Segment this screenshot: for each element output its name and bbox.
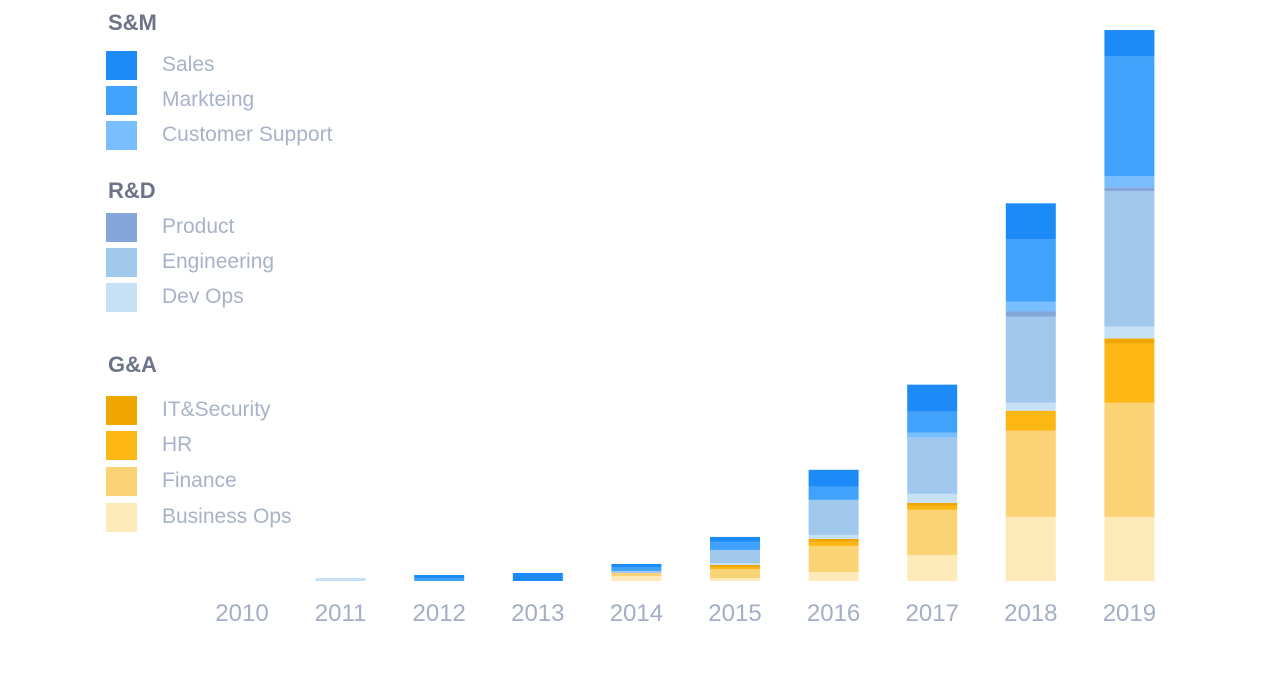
bar-it-security-2019 [1104,338,1155,344]
legend-swatch [106,213,137,242]
bar-business-ops-2014 [611,575,662,581]
legend-swatch [106,86,137,115]
bar-hr-2015 [710,566,760,569]
legend-label: Dev Ops [162,285,244,308]
x-tick-2010: 2010 [215,600,268,627]
legend-swatch [106,121,137,150]
bar-customer-support-2017 [907,432,958,438]
bar-dev-ops-2011 [315,577,366,581]
bar-markteing-2018 [1005,239,1056,302]
bar-engineering-2018 [1005,316,1056,403]
bar-hr-2018 [1005,410,1056,431]
bar-it-security-2017 [907,502,958,506]
legend-swatch [106,431,137,460]
x-axis-ticks: 2010 2011 2012 2013 2014 2015 2016 2017 2018 2019 [215,600,1156,627]
x-tick-2018: 2018 [1004,600,1057,627]
bar-dev-ops-2015 [710,562,760,565]
bar-markteing-2017 [907,411,958,433]
legend-label: Markteing [162,88,255,111]
bar-markteing-2014 [611,566,662,571]
legend-swatch [106,396,137,425]
bar-it-security-2015 [710,564,760,567]
legend-group-title: R&D [108,178,156,203]
bar-markteing-2015 [710,541,760,550]
legend-label: IT&Security [162,398,271,421]
bar-finance-2018 [1005,430,1056,517]
bar-business-ops-2017 [907,554,958,581]
legend-group-title: G&A [108,352,157,377]
bar-customer-support-2019 [1104,176,1155,188]
bar-engineering-2016 [808,499,859,535]
legend-label: Finance [162,469,237,492]
bar-sales-2014 [611,563,662,567]
bars-layer [315,30,1155,581]
bar-business-ops-2019 [1104,516,1155,581]
x-tick-2011: 2011 [315,600,367,627]
bar-business-ops-2015 [710,577,760,581]
x-tick-2013: 2013 [511,600,564,627]
bar-finance-2014 [611,572,662,576]
bar-markteing-2016 [808,486,859,500]
bar-sales-2019 [1104,30,1155,57]
legend-label: Sales [162,53,215,76]
bar-engineering-2017 [907,437,958,494]
bar-engineering-2015 [710,549,760,563]
legend-label: Product [162,215,235,238]
x-tick-2012: 2012 [413,600,466,627]
bar-finance-2016 [808,545,859,572]
x-tick-2016: 2016 [807,600,860,627]
bar-engineering-2014 [611,570,662,573]
bar-markteing-2012 [414,577,465,581]
legend-swatch [106,51,137,80]
legend-swatch [106,467,137,496]
bar-dev-ops-2016 [808,534,859,539]
legend-swatch [106,248,137,277]
bar-sales-2013 [512,572,563,581]
legend-label: Engineering [162,250,275,273]
bar-finance-2019 [1104,402,1155,517]
bar-product-2019 [1104,187,1155,192]
bar-markteing-2019 [1104,56,1155,177]
bar-finance-2017 [907,509,958,555]
bar-customer-support-2018 [1005,301,1056,312]
bar-finance-2015 [710,568,760,578]
bar-hr-2019 [1104,343,1155,403]
legend-swatch [106,283,137,312]
legend-label: Business Ops [162,505,292,528]
bar-sales-2017 [907,384,958,412]
bar-dev-ops-2018 [1005,402,1056,411]
legend-label: Customer Support [162,123,333,146]
x-tick-2019: 2019 [1103,600,1156,627]
bar-dev-ops-2017 [907,493,958,503]
bar-sales-2016 [808,469,859,487]
x-tick-2017: 2017 [906,600,959,627]
x-tick-2014: 2014 [610,600,663,627]
bar-business-ops-2018 [1005,516,1056,581]
legend-label: HR [162,433,193,456]
bar-engineering-2019 [1104,191,1155,327]
bar-sales-2012 [414,574,465,578]
legend-swatch [106,503,137,532]
bar-sales-2015 [710,536,760,542]
bar-business-ops-2016 [808,571,859,581]
bar-product-2018 [1005,311,1056,317]
x-tick-2015: 2015 [708,600,761,627]
legend-group-title: S&M [108,10,157,35]
bar-it-security-2016 [808,538,859,542]
bar-hr-2016 [808,541,859,546]
bar-dev-ops-2019 [1104,326,1155,339]
bar-hr-2017 [907,505,958,510]
bar-sales-2018 [1005,203,1056,240]
